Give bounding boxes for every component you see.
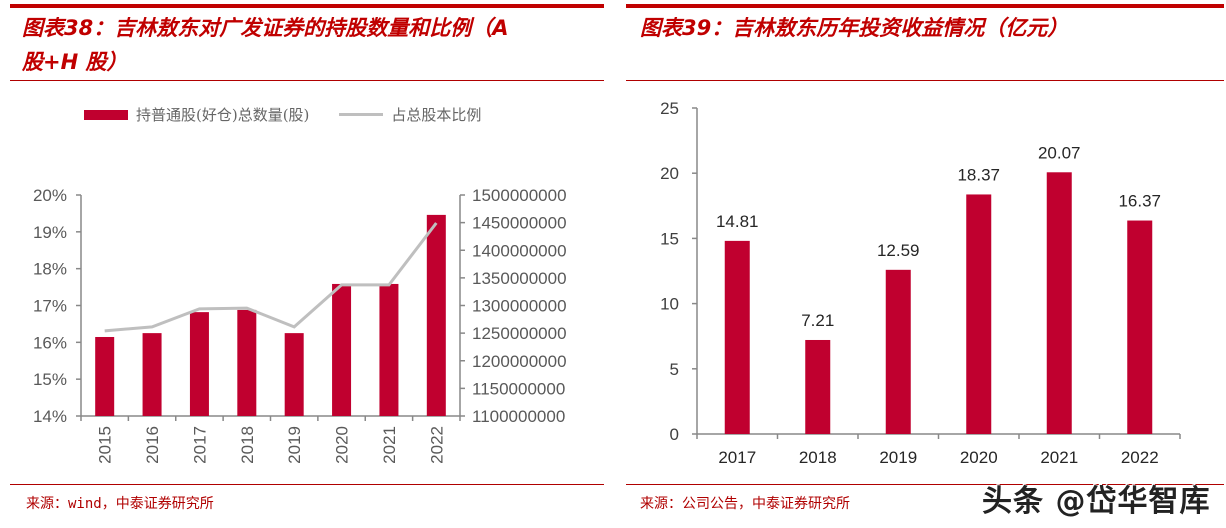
ownership-ratio-line: [104, 222, 438, 333]
right-source-divider: [626, 484, 1224, 485]
right-title-divider: [626, 80, 1224, 81]
bar-legend-swatch: [84, 109, 128, 120]
shareholding-combo-chart: 20% 19% 18% 17% 16% 15% 14% 1100000000 115000000…: [33, 186, 567, 464]
line-legend-swatch: [339, 113, 384, 116]
right-y-tick-label: 1150000000: [472, 379, 565, 398]
x-tick-label: 2020: [960, 448, 998, 467]
share-count-bar: [189, 312, 209, 416]
bar-value-label: 20.07: [1038, 143, 1081, 162]
y-tick-label: 10: [660, 295, 679, 314]
investment-income-bar-chart: 0 5 10 15 20 25 14.81 2017 7.21 2018 12.59 2019 18.3…: [660, 99, 1181, 467]
investment-income-bar: [805, 339, 831, 434]
right-title-top-bar: [626, 4, 1224, 8]
left-source-divider: [10, 484, 604, 485]
share-count-bar: [95, 336, 115, 416]
investment-income-bar: [724, 240, 750, 434]
bar-value-label: 14.81: [716, 212, 759, 231]
share-count-bar: [332, 283, 352, 416]
left-title-top-bar: [10, 4, 604, 8]
bar-value-label: 7.21: [801, 311, 834, 330]
bar-legend-label: 持普通股(好仓)总数量(股): [136, 106, 310, 124]
x-tick-label: 2017: [190, 426, 209, 464]
x-tick-label: 2019: [879, 448, 917, 467]
x-tick-label: 2018: [238, 426, 257, 464]
right-y-tick-label: 1100000000: [472, 407, 565, 426]
left-figure-title-line1: 图表38：吉林敖东对广发证券的持股数量和比例（A: [22, 16, 509, 40]
left-y-tick-label: 15%: [33, 370, 67, 389]
right-y-tick-label: 1200000000: [472, 352, 567, 371]
share-count-bar: [379, 283, 399, 416]
y-tick-label: 5: [670, 360, 679, 379]
right-y-tick-label: 1350000000: [472, 269, 567, 288]
x-tick-label: 2015: [96, 426, 115, 464]
x-tick-label: 2017: [718, 448, 756, 467]
left-y-tick-label: 16%: [33, 333, 67, 352]
x-tick-label: 2021: [1040, 448, 1078, 467]
investment-income-bar: [1127, 220, 1153, 434]
left-figure-panel: 图表38：吉林敖东对广发证券的持股数量和比例（A 股+H 股） 持普通股(好仓)…: [0, 0, 610, 528]
right-y-tick-label: 1250000000: [472, 324, 567, 343]
x-tick-label: 2020: [333, 426, 352, 464]
right-y-tick-label: 1500000000: [472, 186, 567, 205]
investment-income-bar: [966, 194, 992, 434]
right-figure-panel: 图表39：吉林敖东历年投资收益情况（亿元） 0 5 10 15 20 25 14.81 201…: [610, 0, 1226, 528]
x-tick-label: 2016: [143, 426, 162, 464]
right-figure-title: 图表39：吉林敖东历年投资收益情况（亿元）: [640, 16, 1069, 40]
bar-value-label: 18.37: [957, 165, 1000, 184]
right-source-note: 来源：公司公告，中泰证券研究所: [640, 496, 850, 512]
left-chart-legend: 持普通股(好仓)总数量(股) 占总股本比例: [84, 104, 481, 125]
y-tick-label: 20: [660, 164, 679, 183]
share-count-bar: [237, 309, 257, 416]
left-figure-title-line2: 股+H 股）: [22, 50, 128, 74]
share-count-bar: [284, 333, 304, 416]
investment-income-bar: [1046, 172, 1072, 434]
line-legend-label: 占总股本比例: [391, 106, 482, 124]
left-y-tick-label: 18%: [33, 260, 67, 279]
y-tick-label: 15: [660, 229, 679, 248]
x-tick-label: 2018: [799, 448, 837, 467]
left-y-tick-label: 20%: [33, 186, 67, 205]
right-y-tick-label: 1400000000: [472, 241, 567, 260]
left-source-note: 来源：wind，中泰证券研究所: [26, 496, 214, 512]
watermark-text: 头条 @岱华智库: [982, 484, 1211, 519]
left-y-tick-label: 17%: [33, 297, 67, 316]
share-count-bar: [426, 214, 446, 416]
left-y-tick-label: 14%: [33, 407, 67, 426]
x-tick-label: 2022: [1121, 448, 1159, 467]
y-tick-label: 25: [660, 99, 679, 118]
left-title-divider: [10, 80, 604, 81]
y-tick-label: 0: [670, 425, 679, 444]
left-y-tick-label: 19%: [33, 223, 67, 242]
right-y-tick-label: 1300000000: [472, 297, 567, 316]
share-count-bar: [142, 333, 162, 416]
bar-value-label: 16.37: [1118, 192, 1161, 211]
x-tick-label: 2019: [285, 426, 304, 464]
x-tick-label: 2021: [380, 426, 399, 464]
right-y-tick-label: 1450000000: [472, 214, 567, 233]
x-tick-label: 2022: [427, 426, 446, 464]
bar-value-label: 12.59: [877, 241, 920, 260]
investment-income-bar: [885, 269, 911, 434]
